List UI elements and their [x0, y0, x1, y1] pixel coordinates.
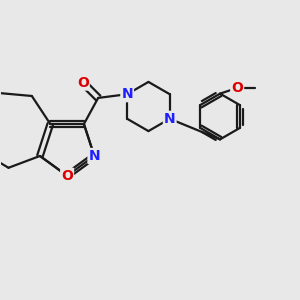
- Text: O: O: [77, 76, 89, 90]
- Text: O: O: [61, 169, 73, 183]
- Text: N: N: [88, 149, 100, 163]
- Text: N: N: [164, 112, 176, 126]
- Text: N: N: [122, 87, 133, 101]
- Text: O: O: [231, 81, 243, 95]
